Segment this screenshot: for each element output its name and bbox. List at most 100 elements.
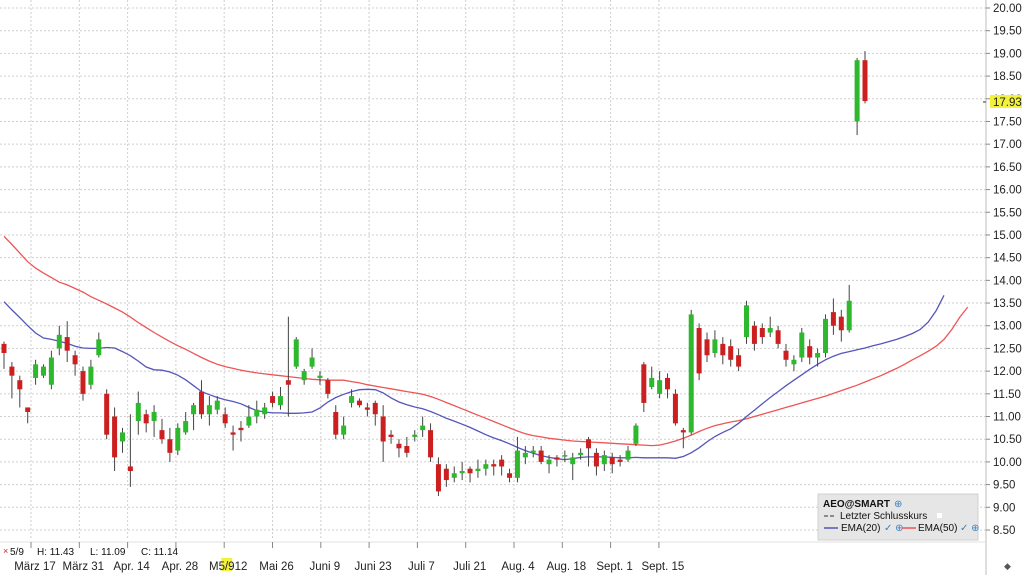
ohlc-low: L: 11.09 xyxy=(90,547,126,558)
y-tick-label: 16.50 xyxy=(993,162,1022,174)
x-tick-label: Juli 21 xyxy=(453,561,486,573)
last-close-checkbox[interactable] xyxy=(937,513,942,518)
candle xyxy=(609,452,615,474)
legend-symbol-globe-icon[interactable]: ⊕ xyxy=(894,499,902,510)
candle xyxy=(349,389,355,408)
candle xyxy=(104,389,110,440)
candle-body xyxy=(175,427,181,451)
candle-body xyxy=(230,432,236,435)
candle-body xyxy=(712,339,718,353)
candle xyxy=(175,423,181,456)
y-tick-label: 17.00 xyxy=(993,139,1022,151)
candle xyxy=(625,446,631,462)
candle xyxy=(657,371,663,399)
candle xyxy=(198,380,204,419)
candle-body xyxy=(317,375,323,378)
candle xyxy=(862,51,868,104)
x-tick-label: Juni 23 xyxy=(355,561,392,573)
candle xyxy=(88,359,94,390)
candle-body xyxy=(56,334,62,349)
candle xyxy=(428,423,434,462)
candle xyxy=(333,405,339,440)
candle xyxy=(665,373,671,399)
candle xyxy=(491,459,497,476)
candle-body xyxy=(341,425,347,435)
ema50-line-layer xyxy=(3,235,969,447)
candle xyxy=(356,398,362,408)
candle-body xyxy=(33,364,39,378)
candle xyxy=(159,418,165,444)
candle xyxy=(206,396,212,426)
chart-gridlines xyxy=(0,0,987,575)
candle-body xyxy=(25,407,31,412)
candle-body xyxy=(838,316,844,331)
candle xyxy=(641,362,647,412)
scroll-arrow-right-icon[interactable]: ◆ xyxy=(1004,561,1011,571)
candle xyxy=(775,325,781,349)
candle-body xyxy=(285,380,291,385)
candle xyxy=(475,459,481,478)
candle xyxy=(815,348,821,367)
x-tick-label: M5/912 xyxy=(209,561,247,573)
candle xyxy=(530,446,536,458)
y-tick-label: 17.50 xyxy=(993,116,1022,128)
candle-body xyxy=(396,443,402,449)
candle-body xyxy=(151,411,157,422)
ema20-check-icon[interactable]: ✓ ⊕ xyxy=(884,523,904,534)
y-tick-label: 10.50 xyxy=(993,434,1022,446)
candle xyxy=(262,402,268,419)
candle-body xyxy=(554,457,560,460)
ema20-line-layer xyxy=(3,295,945,461)
candle-body xyxy=(191,405,197,415)
candle xyxy=(704,332,710,363)
y-tick-label: 19.50 xyxy=(993,26,1022,38)
candle xyxy=(451,466,457,483)
y-tick-label: 14.50 xyxy=(993,253,1022,265)
candle-body xyxy=(48,357,54,385)
candle xyxy=(364,402,370,417)
candle-body xyxy=(617,459,623,462)
candle xyxy=(151,405,157,437)
candle-body xyxy=(665,377,671,390)
last-price-label: 17.93 xyxy=(993,97,1022,109)
candle-body xyxy=(104,393,110,435)
legend[interactable]: AEO@SMART ⊕ Letzter Schlusskurs EMA(20) … xyxy=(817,493,980,541)
candle xyxy=(570,452,576,481)
candle-body xyxy=(522,452,528,458)
candle-body xyxy=(862,60,868,102)
candle-body xyxy=(530,450,536,453)
candle-body xyxy=(380,416,386,442)
candle-body xyxy=(767,328,773,333)
candle-body xyxy=(514,450,520,478)
candle-body xyxy=(159,430,165,440)
candle xyxy=(759,323,765,344)
ema50-check-icon[interactable]: ✓ ⊕ xyxy=(960,523,980,534)
candle-body xyxy=(17,380,23,390)
y-tick-label: 10.00 xyxy=(993,457,1022,469)
candle-body xyxy=(830,312,836,326)
candle xyxy=(720,337,726,365)
candle xyxy=(435,457,441,496)
candle-body xyxy=(214,400,220,410)
last-price-marker: 17.93 xyxy=(990,94,1022,109)
candle xyxy=(127,414,133,487)
candle-body xyxy=(601,455,607,465)
candle xyxy=(807,339,813,365)
y-tick-label: 11.00 xyxy=(993,412,1021,424)
candle xyxy=(222,407,228,428)
candle xyxy=(309,348,315,369)
candle xyxy=(96,332,102,358)
candle-body xyxy=(372,402,378,415)
svg-text:◆: ◆ xyxy=(1004,561,1011,571)
candle-body xyxy=(435,464,441,492)
candle xyxy=(293,337,299,369)
candle-body xyxy=(388,434,394,437)
candle xyxy=(680,427,686,449)
candle-body xyxy=(349,396,355,403)
candle xyxy=(744,300,750,344)
candle xyxy=(238,421,244,442)
legend-symbol: AEO@SMART xyxy=(823,499,890,510)
candle-body xyxy=(491,464,497,467)
candle-body xyxy=(325,380,331,394)
